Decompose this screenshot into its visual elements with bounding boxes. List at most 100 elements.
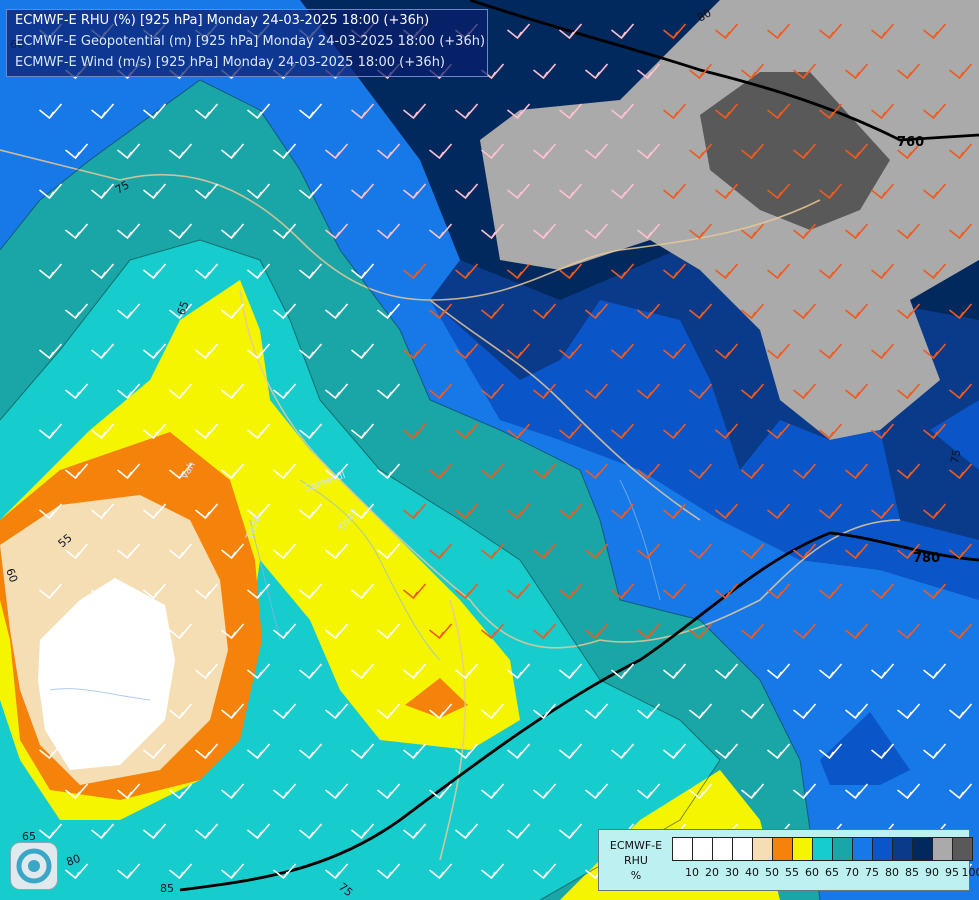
wind-barb-icon <box>585 303 609 320</box>
legend-swatches <box>672 837 973 861</box>
wind-barb-icon <box>247 663 271 680</box>
wind-barb-icon <box>195 263 219 280</box>
wind-barb-icon <box>741 703 765 720</box>
wind-barb-icon <box>949 223 973 240</box>
wind-barb-icon <box>247 823 271 840</box>
wind-barb-icon <box>117 623 141 640</box>
wind-barb-icon <box>611 103 635 120</box>
wind-barb-icon <box>91 503 115 520</box>
wind-barb-icon <box>715 23 739 40</box>
wind-barb-icon <box>871 583 895 600</box>
legend-ticks: 10 20 30 40 50 55 60 65 70 75 80 85 90 95100 <box>672 866 979 880</box>
wind-barb-icon <box>221 863 245 880</box>
legend-swatch <box>853 838 873 860</box>
wind-barb-icon <box>429 223 453 240</box>
wind-barb-icon <box>507 103 531 120</box>
wind-barb-icon <box>91 663 115 680</box>
legend-swatch <box>833 838 853 860</box>
wind-barb-icon <box>91 743 115 760</box>
wind-barb-icon <box>741 383 765 400</box>
wind-barb-icon <box>273 703 297 720</box>
wind-barb-icon <box>871 183 895 200</box>
wind-barb-icon <box>39 583 63 600</box>
wind-barb-icon <box>39 343 63 360</box>
wind-barb-icon <box>689 463 713 480</box>
wind-barb-icon <box>559 503 583 520</box>
wind-barb-icon <box>65 863 89 880</box>
wind-barb-icon <box>299 183 323 200</box>
wind-barb-icon <box>273 463 297 480</box>
legend-tick-label: 85 <box>905 866 919 879</box>
rhu-label: 75 <box>948 448 963 464</box>
wind-barb-icon <box>949 63 973 80</box>
wind-barb-icon <box>377 703 401 720</box>
wind-barb-icon <box>871 663 895 680</box>
wind-barb-icon <box>195 823 219 840</box>
wind-barb-icon <box>663 103 687 120</box>
wind-barb-icon <box>689 63 713 80</box>
wind-barb-icon <box>403 663 427 680</box>
wind-barb-icon <box>663 743 687 760</box>
wind-barb-icon <box>65 703 89 720</box>
map-title-box: ECMWF-E RHU (%) [925 hPa] Monday 24-03-2… <box>6 9 488 77</box>
wind-barb-icon <box>715 103 739 120</box>
wind-barb-icon <box>299 743 323 760</box>
wind-barb-icon <box>169 463 193 480</box>
wind-barb-icon <box>585 143 609 160</box>
wind-barb-icon <box>429 543 453 560</box>
wind-barb-icon <box>377 543 401 560</box>
title-geopotential: ECMWF-E Geopotential (m) [925 hPa] Monda… <box>15 34 486 49</box>
wind-barb-icon <box>429 703 453 720</box>
wind-barb-icon <box>325 463 349 480</box>
wind-barb-icon <box>637 623 661 640</box>
wind-barb-icon <box>195 343 219 360</box>
wind-barb-icon <box>117 863 141 880</box>
wind-barb-icon <box>819 183 843 200</box>
legend-tick-label: 40 <box>745 866 759 879</box>
wind-barb-icon <box>455 503 479 520</box>
legend-swatch <box>753 838 773 860</box>
wind-barb-icon <box>481 543 505 560</box>
wind-barb-icon <box>507 823 531 840</box>
legend-swatch <box>733 838 753 860</box>
wind-barb-icon <box>221 623 245 640</box>
wind-barb-icon <box>117 223 141 240</box>
wind-barb-icon <box>897 223 921 240</box>
wind-barb-icon <box>897 303 921 320</box>
wind-barb-icon <box>377 623 401 640</box>
band-95 <box>480 0 979 440</box>
wind-barb-icon <box>507 263 531 280</box>
wind-barb-icon <box>455 583 479 600</box>
wind-barb-icon <box>351 343 375 360</box>
wind-barb-icon <box>143 583 167 600</box>
wind-barb-icon <box>689 623 713 640</box>
wind-barb-icon <box>663 23 687 40</box>
wind-barb-icon <box>221 383 245 400</box>
wind-barb-icon <box>949 143 973 160</box>
wind-barb-icon <box>637 783 661 800</box>
wind-barb-icon <box>845 223 869 240</box>
wind-barb-icon <box>169 223 193 240</box>
wind-barb-icon <box>377 863 401 880</box>
wind-barb-icon <box>65 623 89 640</box>
wind-barb-icon <box>767 343 791 360</box>
wind-barb-icon <box>455 103 479 120</box>
wind-barb-icon <box>559 343 583 360</box>
wind-barb-icon <box>351 823 375 840</box>
wind-barb-icon <box>481 863 505 880</box>
wind-barb-icon <box>481 783 505 800</box>
title-rhu: ECMWF-E RHU (%) [925 hPa] Monday 24-03-2… <box>15 13 430 28</box>
wind-barb-icon <box>221 543 245 560</box>
wind-barb-icon <box>143 263 167 280</box>
wind-barb-icon <box>299 423 323 440</box>
wind-barb-icon <box>195 103 219 120</box>
wind-barb-icon <box>559 823 583 840</box>
legend-model-label: ECMWF-E <box>609 839 663 852</box>
wind-barb-icon <box>663 663 687 680</box>
wind-barb-icon <box>689 783 713 800</box>
wind-barb-icon <box>39 263 63 280</box>
wind-barb-icon <box>351 503 375 520</box>
wind-barb-icon <box>923 103 947 120</box>
wind-barb-icon <box>351 183 375 200</box>
